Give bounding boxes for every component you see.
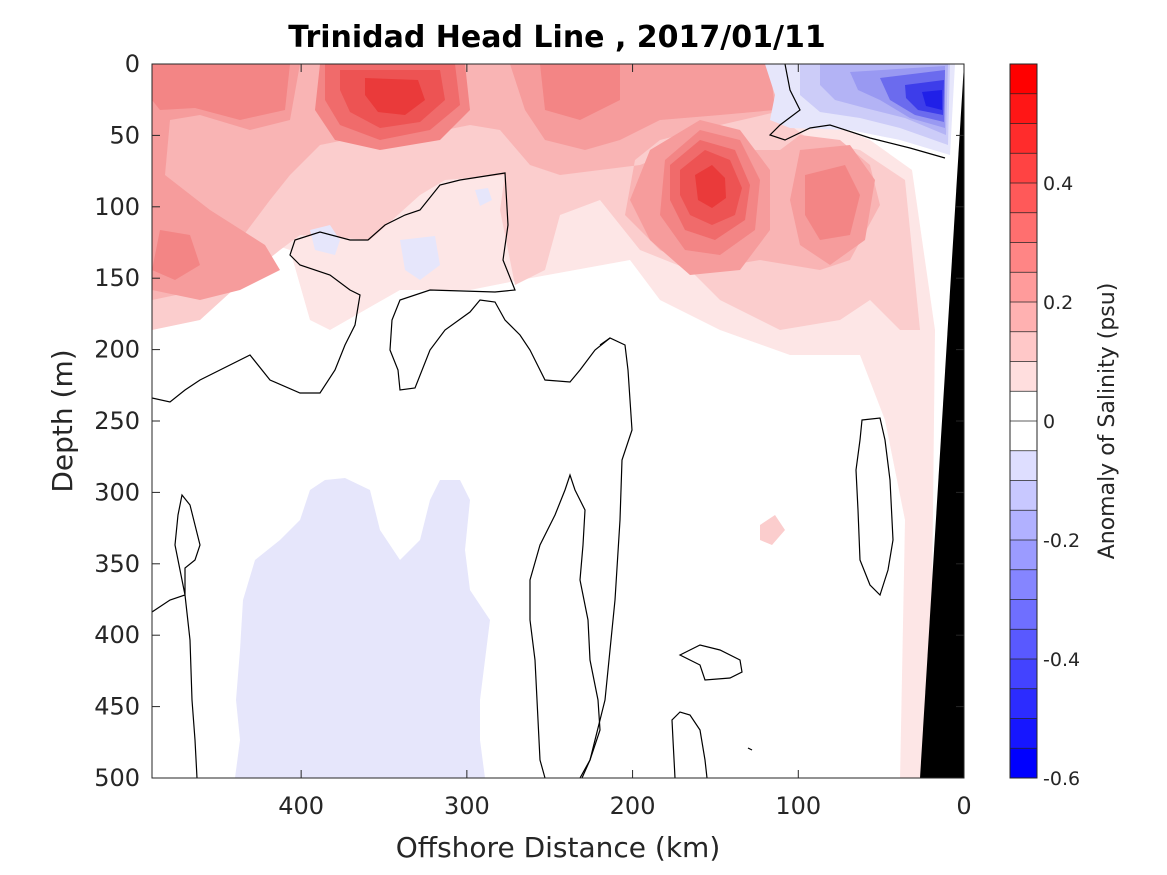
colorbar-swatch [1010, 688, 1037, 719]
y-tick-label: 500 [94, 764, 140, 792]
y-tick-label: 300 [94, 478, 140, 506]
zero-contour-notch [599, 337, 611, 346]
y-tick-label: 200 [94, 336, 140, 364]
zero-contour-main [152, 172, 633, 778]
contour-band-neg-0.45 [922, 90, 942, 110]
colorbar-swatch [1010, 450, 1037, 481]
zero-contour-closed-2 [678, 644, 743, 681]
y-tick-label: 0 [125, 50, 140, 78]
x-tick-label: 100 [775, 792, 821, 820]
colorbar-tick-label: 0.4 [1043, 173, 1073, 195]
colorbar-title: Anomaly of Salinity (psu) [1095, 283, 1120, 560]
x-tick-label: 200 [610, 792, 656, 820]
colorbar-swatch [1010, 540, 1037, 570]
zero-contour-lines [152, 64, 946, 778]
x-tick-label: 300 [444, 792, 490, 820]
colorbar-tick-label: -0.4 [1043, 649, 1080, 671]
y-tick-label: 400 [94, 621, 140, 649]
colorbar-swatch [1010, 510, 1037, 540]
colorbar-swatch [1010, 659, 1037, 689]
zero-contour-column [529, 473, 601, 778]
colorbar-frame [1009, 63, 1038, 779]
contour-band-0.4 [365, 78, 726, 208]
y-tick-label: 100 [94, 193, 140, 221]
colorbar-swatch [1010, 183, 1037, 213]
zero-contour-dot [747, 747, 753, 751]
colorbar: 0.4 0.2 0 -0.2 -0.4 -0.6 [1009, 63, 1080, 790]
colorbar-swatch [1010, 748, 1037, 778]
colorbar-swatch [1010, 480, 1037, 511]
colorbar-tick-label: -0.6 [1043, 768, 1080, 790]
colorbar-swatch [1010, 242, 1037, 273]
colorbar-tick-label: -0.2 [1043, 530, 1080, 552]
zero-contour-isolated [855, 417, 894, 597]
zero-contour-left [152, 493, 201, 778]
plot-area [152, 64, 964, 778]
colorbar-tick-label: 0 [1043, 411, 1055, 433]
x-axis: 400 300 200 100 0 [278, 64, 972, 820]
colorbar-swatch [1010, 123, 1037, 154]
negative-anomaly-bands [235, 64, 955, 778]
y-tick-label: 250 [94, 407, 140, 435]
colorbar-swatch [1010, 212, 1037, 243]
colorbar-swatch [1010, 64, 1037, 94]
y-tick-label: 350 [94, 550, 140, 578]
y-tick-label: 450 [94, 693, 140, 721]
x-axis-title: Offshore Distance (km) [396, 831, 721, 864]
seafloor-bathymetry [920, 64, 964, 778]
contour-band-small-patch [760, 515, 785, 545]
colorbar-swatch [1010, 629, 1037, 659]
y-tick-label: 150 [94, 264, 140, 292]
contour-band-neg-0.05-mid [310, 64, 955, 280]
colorbar-swatch [1010, 391, 1037, 421]
colorbar-swatch [1010, 361, 1037, 392]
colorbar-swatch [1010, 718, 1037, 749]
colorbar-swatch [1010, 421, 1037, 451]
y-tick-label: 50 [109, 121, 140, 149]
x-tick-label: 400 [278, 792, 324, 820]
colorbar-swatch [1010, 272, 1037, 302]
colorbar-tick-label: 0.2 [1043, 292, 1073, 314]
colorbar-swatch [1010, 302, 1037, 332]
colorbar-swatch [1010, 331, 1037, 362]
colorbar-swatch [1010, 153, 1037, 183]
chart-title: Trinidad Head Line , 2017/01/11 [288, 20, 825, 55]
contour-band-neg-0.05-deep [235, 478, 490, 778]
zero-contour-upper-right [768, 64, 946, 159]
colorbar-swatch [1010, 599, 1037, 630]
positive-anomaly-bands [152, 64, 935, 778]
colorbar-swatch [1010, 93, 1037, 124]
y-axis: 0 50 100 150 200 250 300 350 400 450 500 [94, 50, 964, 792]
x-tick-label: 0 [956, 792, 971, 820]
zero-contour-bottom [671, 711, 708, 778]
colorbar-swatch [1010, 569, 1037, 600]
y-axis-title: Depth (m) [46, 349, 79, 492]
